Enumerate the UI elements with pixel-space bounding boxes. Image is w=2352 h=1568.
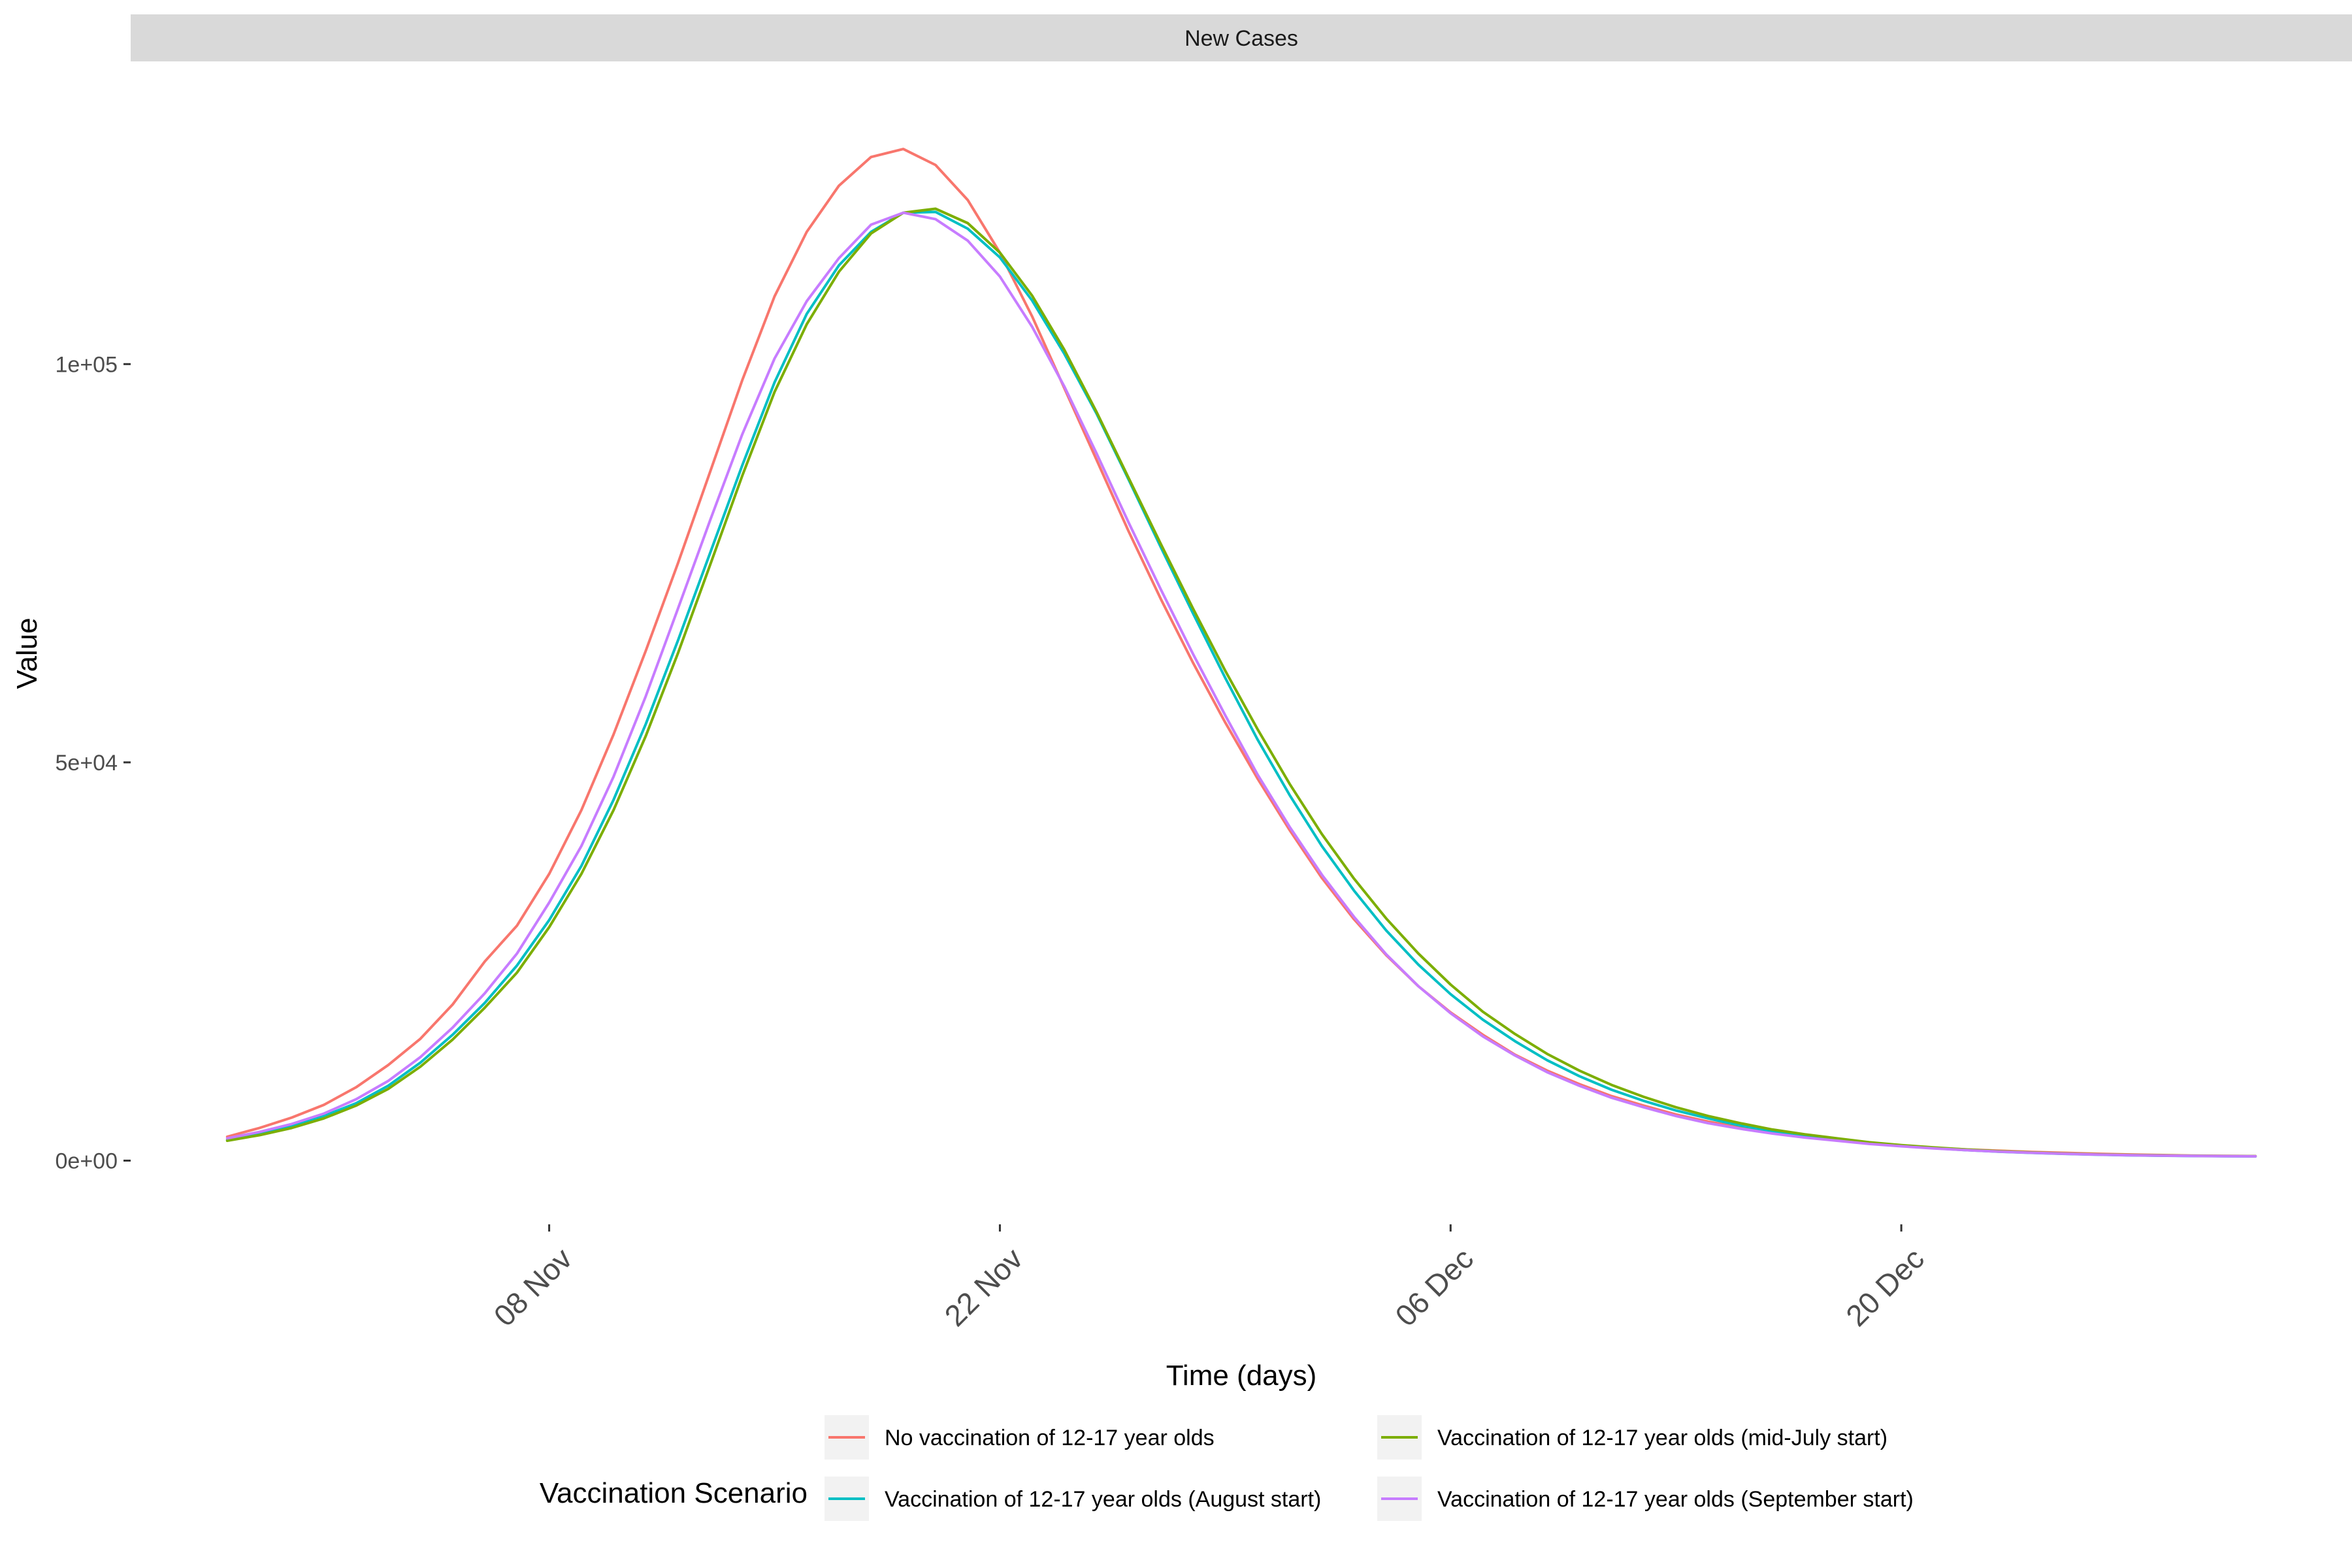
legend-item: Vaccination of 12-17 year olds (mid-July… xyxy=(1377,1415,1887,1460)
y-axis-title: Value xyxy=(11,617,43,689)
plot-panel xyxy=(131,61,2352,1224)
legend-label: No vaccination of 12-17 year olds xyxy=(885,1426,1215,1450)
y-tick-label: 5e+04 xyxy=(56,751,118,776)
facet-label: New Cases xyxy=(1184,26,1298,51)
legend-title: Vaccination Scenario xyxy=(540,1477,808,1509)
y-axis: 0e+00 5e+04 1e+05 xyxy=(56,352,131,1173)
legend-label: Vaccination of 12-17 year olds (Septembe… xyxy=(1437,1487,1914,1512)
facet-strip xyxy=(131,14,2352,61)
y-tick-label: 0e+00 xyxy=(56,1149,118,1173)
legend-item: Vaccination of 12-17 year olds (August s… xyxy=(825,1477,1321,1521)
legend-label: Vaccination of 12-17 year olds (August s… xyxy=(885,1487,1321,1512)
legend: Vaccination Scenario No vaccination of 1… xyxy=(540,1415,1914,1521)
series-layer xyxy=(225,148,2257,1158)
legend-item: No vaccination of 12-17 year olds xyxy=(825,1415,1215,1460)
x-axis-title: Time (days) xyxy=(1166,1360,1317,1392)
y-tick-label: 1e+05 xyxy=(56,352,118,377)
series-line-3 xyxy=(225,211,2257,1158)
legend-item: Vaccination of 12-17 year olds (Septembe… xyxy=(1377,1477,1914,1521)
legend-label: Vaccination of 12-17 year olds (mid-July… xyxy=(1437,1426,1887,1450)
